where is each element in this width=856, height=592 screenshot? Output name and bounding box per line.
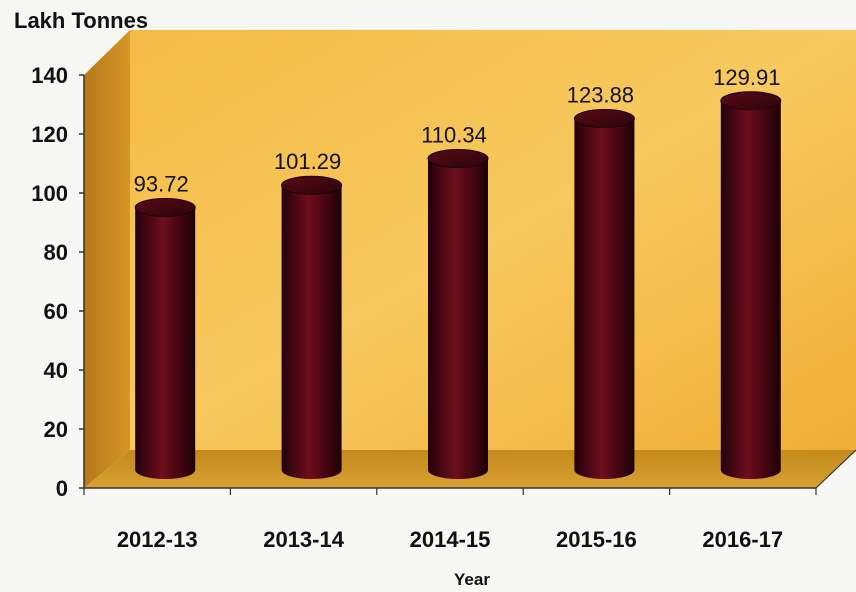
bar-body (428, 158, 488, 479)
bar-body (135, 208, 195, 479)
y-tick-label: 120 (31, 122, 68, 147)
bar (428, 149, 488, 479)
bar-cap (574, 110, 634, 128)
y-tick-label: 60 (44, 299, 68, 324)
bar (721, 92, 781, 479)
bar-cap (282, 176, 342, 194)
y-tick-label: 0 (56, 476, 68, 501)
y-tick-label: 140 (31, 63, 68, 88)
x-categories: 2012-13 2013-14 2014-15 2015-16 2016-17 (84, 488, 816, 552)
data-label: 101.29 (274, 149, 341, 174)
x-tick-label: 2015-16 (556, 527, 637, 552)
data-label: 129.91 (713, 65, 780, 90)
y-tick-label: 20 (44, 417, 68, 442)
x-tick-label: 2014-15 (410, 527, 491, 552)
y-ticks: 0 20 40 60 80 100 120 140 (31, 63, 84, 501)
y-axis-label: Lakh Tonnes (14, 8, 148, 33)
bar (135, 199, 195, 479)
bar-body (574, 119, 634, 479)
x-tick-label: 2012-13 (117, 527, 198, 552)
bar (282, 176, 342, 479)
bar-cap (135, 199, 195, 217)
bar-body (282, 185, 342, 479)
data-label: 93.72 (134, 172, 189, 197)
y-tick-label: 80 (44, 240, 68, 265)
chart-side-wall (84, 30, 130, 488)
x-axis-label: Year (454, 570, 490, 589)
bar-cap (721, 92, 781, 110)
bar (574, 110, 634, 479)
x-tick-label: 2013-14 (263, 527, 345, 552)
y-tick-label: 100 (31, 181, 68, 206)
bar-body (721, 101, 781, 479)
data-label: 110.34 (421, 122, 487, 147)
y-tick-label: 40 (44, 358, 68, 383)
data-label: 123.88 (567, 83, 634, 108)
bar-cap (428, 149, 488, 167)
x-tick-label: 2016-17 (702, 527, 783, 552)
